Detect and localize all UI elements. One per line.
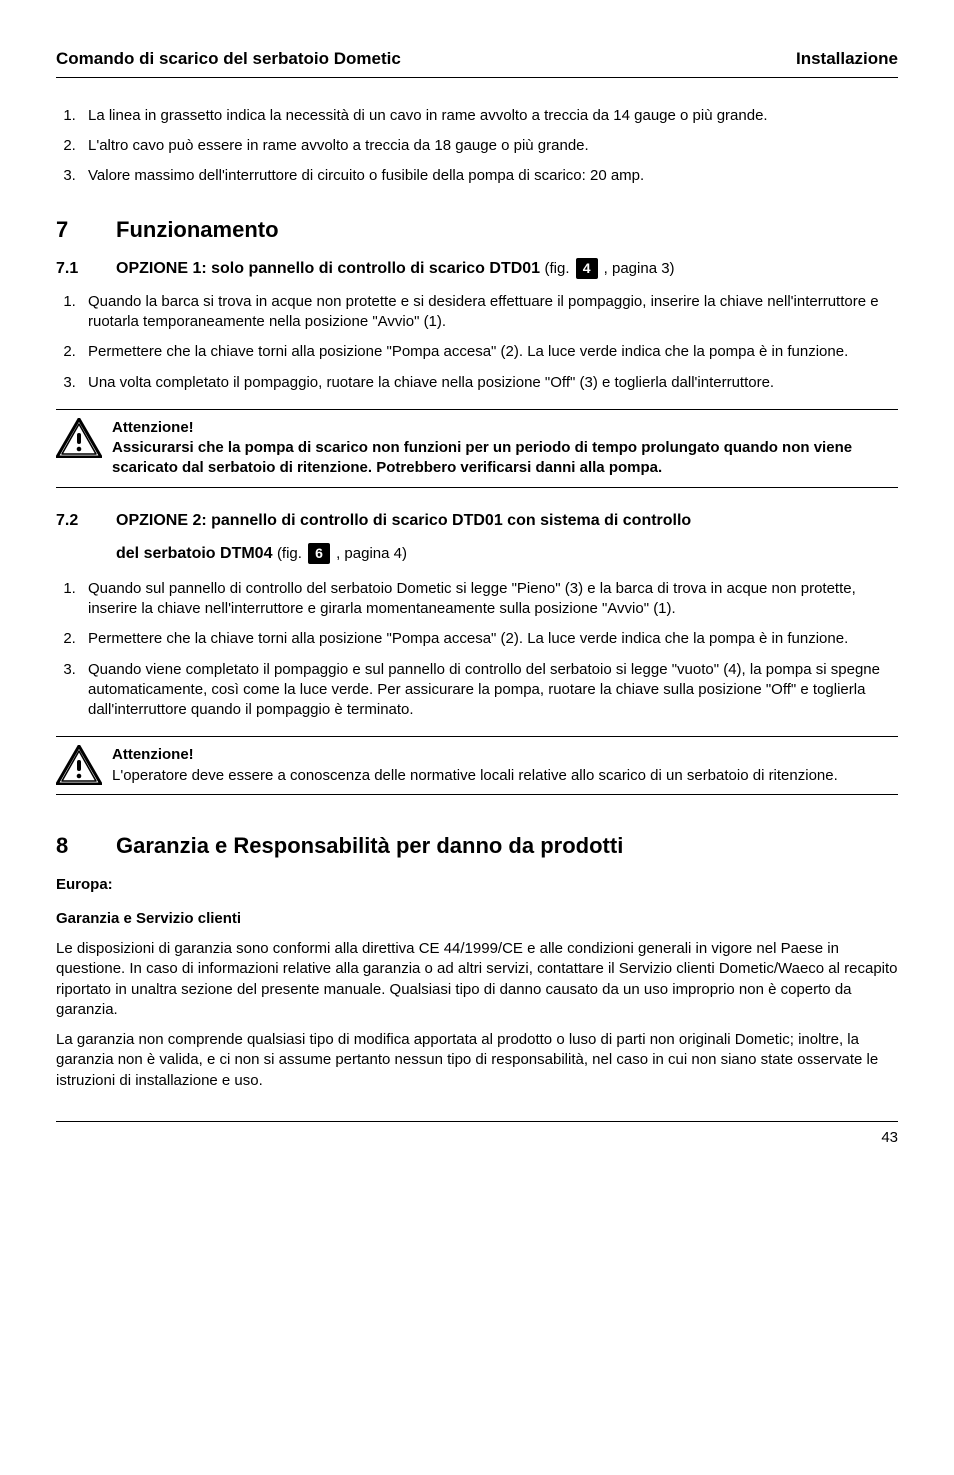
fig-pre: (fig. [545, 260, 570, 277]
step-item: Una volta completato il pompaggio, ruota… [80, 373, 898, 393]
step-item: Quando la barca si trova in acque non pr… [80, 292, 898, 333]
header-right: Installazione [796, 48, 898, 71]
page-number: 43 [56, 1121, 898, 1148]
sub-europa: Europa: [56, 875, 898, 895]
warning-body: Assicurarsi che la pompa di scarico non … [112, 439, 852, 476]
step-item: Permettere che la chiave torni alla posi… [80, 342, 898, 362]
fig-ref: (fig. 4 , pagina 3) [545, 260, 675, 277]
subsection-7-2-heading: 7.2OPZIONE 2: pannello di controllo di s… [56, 510, 898, 532]
step-item: Quando viene completato il pompaggio e s… [80, 660, 898, 721]
warning-icon [56, 418, 102, 458]
section-8-heading: 8Garanzia e Responsabilità per danno da … [56, 831, 898, 861]
warning-text: Attenzione! Assicurarsi che la pompa di … [112, 418, 898, 479]
section-number: 8 [56, 831, 116, 861]
section-title: Garanzia e Responsabilità per danno da p… [116, 833, 623, 858]
subsection-7-1-heading: 7.1OPZIONE 1: solo pannello di controllo… [56, 258, 898, 280]
page-header: Comando di scarico del serbatoio Dometic… [56, 48, 898, 78]
intro-item: L'altro cavo può essere in rame avvolto … [80, 136, 898, 156]
subsection-7-2-line2: del serbatoio DTM04 (fig. 6 , pagina 4) [116, 543, 898, 565]
steps-7-1: Quando la barca si trova in acque non pr… [56, 292, 898, 393]
warning-title: Attenzione! [112, 746, 194, 763]
paragraph-1: Le disposizioni di garanzia sono conform… [56, 939, 898, 1020]
warning-text: Attenzione! L'operatore deve essere a co… [112, 745, 838, 786]
warning-title: Attenzione! [112, 419, 194, 436]
paragraph-2: La garanzia non comprende qualsiasi tipo… [56, 1030, 898, 1091]
section-number: 7 [56, 215, 116, 245]
fig-post: , pagina 3) [600, 260, 675, 277]
header-left: Comando di scarico del serbatoio Dometic [56, 48, 401, 71]
subsection-title: OPZIONE 1: solo pannello di controllo di… [116, 260, 540, 277]
warning-7-2: Attenzione! L'operatore deve essere a co… [56, 736, 898, 795]
step-item: Quando sul pannello di controllo del ser… [80, 579, 898, 620]
subsection-title-line1: OPZIONE 2: pannello di controllo di scar… [116, 512, 691, 529]
subsection-number: 7.2 [56, 510, 116, 532]
sub-garanzia: Garanzia e Servizio clienti [56, 909, 898, 929]
subsection-title-line2: del serbatoio DTM04 [116, 545, 272, 562]
fig-post: , pagina 4) [332, 545, 407, 562]
fig-number-box: 6 [308, 543, 330, 564]
warning-icon [56, 745, 102, 785]
step-item: Permettere che la chiave torni alla posi… [80, 629, 898, 649]
intro-item: Valore massimo dell'interruttore di circ… [80, 166, 898, 186]
warning-7-1: Attenzione! Assicurarsi che la pompa di … [56, 409, 898, 488]
steps-7-2: Quando sul pannello di controllo del ser… [56, 579, 898, 721]
warning-body: L'operatore deve essere a conoscenza del… [112, 767, 838, 784]
intro-item: La linea in grassetto indica la necessit… [80, 106, 898, 126]
fig-number-box: 4 [576, 258, 598, 279]
subsection-number: 7.1 [56, 258, 116, 280]
fig-ref: (fig. 6 , pagina 4) [277, 545, 407, 562]
fig-pre: (fig. [277, 545, 302, 562]
intro-list: La linea in grassetto indica la necessit… [56, 106, 898, 187]
section-title: Funzionamento [116, 217, 279, 242]
section-7-heading: 7Funzionamento [56, 215, 898, 245]
